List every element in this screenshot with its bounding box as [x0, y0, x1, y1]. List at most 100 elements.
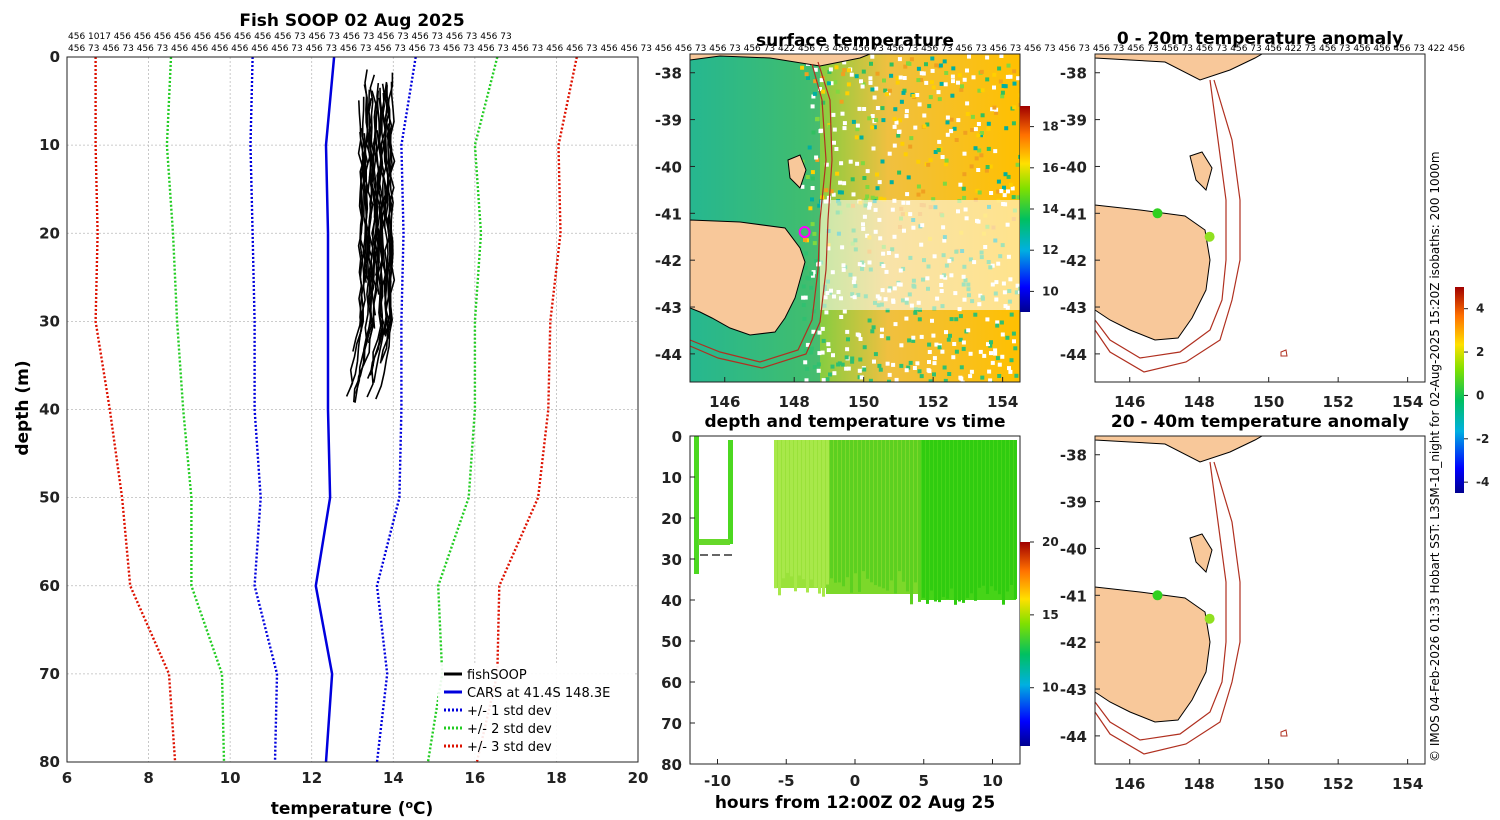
time-bar — [1002, 440, 1005, 605]
time-bar — [874, 440, 877, 586]
sst-pixel — [954, 317, 959, 322]
sst-pixel — [858, 357, 863, 362]
time-bar — [914, 440, 917, 583]
sst-pixel — [1011, 121, 1016, 126]
sst-pixel — [862, 176, 867, 180]
sst-pixel — [990, 107, 995, 112]
sst-pixel — [979, 133, 983, 138]
sst-pixel — [886, 336, 891, 341]
sst-pixel — [924, 80, 929, 85]
time-bar — [842, 440, 845, 587]
anom-20-40-title: 20 - 40m temperature anomaly — [1111, 412, 1409, 432]
sst-pixel — [1015, 162, 1020, 167]
sst-pixel — [917, 102, 922, 107]
sst-pixel — [905, 192, 910, 197]
sst-pixel — [870, 87, 875, 92]
sst-pixel — [992, 85, 996, 90]
sst-pixel — [963, 130, 968, 135]
sst-pixel — [817, 351, 822, 356]
sst-pixel — [919, 78, 923, 82]
sst-pixel — [927, 104, 932, 109]
sst-pixel — [881, 118, 886, 123]
sst-pixel — [808, 206, 813, 211]
sst-pixel — [965, 68, 969, 73]
sst-pixel — [911, 338, 916, 343]
profile-series-3 — [426, 56, 499, 763]
map-xtick: 154 — [987, 393, 1018, 411]
time-bar — [1014, 440, 1017, 600]
sst-pixel — [982, 353, 987, 358]
sst-pixel — [917, 317, 922, 322]
sst-pixel — [958, 314, 963, 319]
sst-pixel — [974, 156, 979, 161]
time-bar — [994, 440, 997, 591]
sst-pixel — [868, 80, 873, 85]
sst-pixel — [904, 368, 909, 373]
sst-pixel — [999, 54, 1004, 58]
sst-pixel — [973, 312, 978, 317]
sst-pixel — [985, 317, 990, 322]
sst-pixel — [903, 64, 908, 69]
map-ytick: -39 — [1060, 112, 1087, 130]
sst-pixel — [862, 345, 867, 350]
sst-pixel — [850, 359, 855, 364]
profile-xlabel: temperature (oC) — [271, 798, 434, 820]
sst-pixel — [936, 90, 941, 95]
time-bar — [826, 440, 829, 585]
sst-pixel — [899, 363, 904, 368]
map-ytick: -43 — [655, 299, 682, 317]
time-bar — [858, 440, 861, 592]
sst-pixel — [930, 80, 934, 85]
time-xtick: -10 — [704, 772, 731, 790]
sst-pixel — [989, 191, 994, 195]
sst-pixel — [1012, 81, 1017, 86]
sst-pixel — [889, 180, 894, 185]
time-bar — [906, 440, 909, 592]
sst-pixel — [977, 190, 982, 195]
sst-pixel — [965, 101, 970, 106]
sst-pixel — [817, 203, 822, 208]
sst-pixel — [846, 82, 851, 87]
time-bar — [934, 440, 937, 602]
sst-pixel — [1005, 335, 1010, 340]
sst-pixel — [885, 308, 890, 313]
sst-pixel — [897, 170, 902, 175]
sst-pixel — [988, 343, 993, 348]
anomaly-colorbar-ticks: -4 -2 0 2 4 — [1464, 302, 1489, 489]
anom-20-40-panel: 20 - 40m temperature anomaly 146 148 150 15… — [1060, 412, 1426, 793]
time-bar — [982, 440, 985, 586]
sst-pixel — [862, 107, 867, 111]
time-bar — [882, 440, 885, 589]
sst-pixel — [842, 309, 847, 314]
anom-20-40-frame — [1094, 435, 1426, 765]
sst-pixel — [802, 316, 807, 321]
profile-xtick: 16 — [464, 769, 485, 787]
sst-pixel — [1003, 172, 1008, 177]
sst-pixel — [816, 362, 821, 367]
sst-pixel — [872, 359, 876, 364]
sst-pixel — [976, 133, 981, 138]
sst-pixel — [925, 122, 930, 127]
sst-pixel — [962, 77, 967, 82]
sst-pixel — [877, 363, 882, 368]
sst-pixel — [871, 325, 876, 330]
time-bar — [966, 440, 969, 598]
fishsoop-cast — [375, 81, 396, 400]
sst-pixel — [800, 184, 805, 189]
map-xtick: 148 — [1184, 775, 1215, 793]
time-bar — [938, 440, 941, 603]
sst-pixel — [865, 169, 870, 174]
sst-pixel — [985, 165, 990, 169]
sst-pixel — [962, 195, 967, 200]
sst-isobath-200 — [690, 63, 827, 363]
profile-xlabel-unit: (oC) — [398, 798, 434, 820]
sst-pixel — [927, 342, 932, 347]
sst-pixel — [1009, 358, 1014, 363]
time-ytick: 30 — [661, 551, 682, 569]
time-bar — [810, 440, 813, 580]
profile-series-0 — [314, 56, 336, 763]
sst-pixel — [930, 318, 934, 323]
sst-pixel — [999, 189, 1004, 194]
sst-pixel — [819, 128, 824, 133]
